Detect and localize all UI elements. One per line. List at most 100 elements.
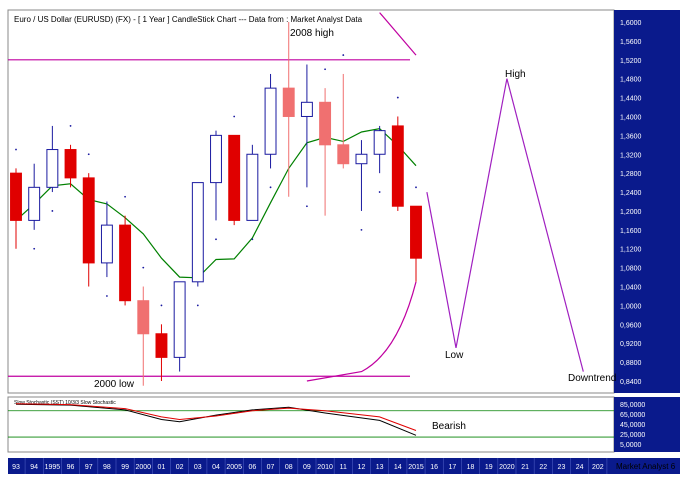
stochastic-tick-label: 85,0000 [620,402,645,409]
moving-average-line [15,127,417,279]
price-tick-label: 0,9600 [620,322,642,329]
sar-dots [15,54,417,307]
time-tick-label: 93 [12,464,20,471]
candle-body [319,101,332,146]
chart-title: Euro / US Dollar (EURUSD) (FX) - [ 1 Yea… [14,15,363,24]
price-tick-label: 1,3200 [620,152,642,159]
sar-dot [215,238,217,241]
time-tick-label: 22 [539,464,547,471]
time-tick-label: 07 [267,464,275,471]
price-tick-label: 1,5200 [620,58,642,65]
stochastic-tick-label: 65,0000 [620,412,645,419]
price-tick-label: 1,4000 [620,114,642,121]
time-axis-panel [8,458,680,474]
sar-dot [378,191,381,193]
candle-body [355,153,368,165]
time-tick-label: 2000 [135,464,151,471]
time-tick-label: 2010 [317,464,333,471]
sar-dot [124,195,126,198]
sar-dot [324,68,326,71]
sar-dot [69,125,72,127]
price-tick-label: 1,5600 [620,39,642,46]
time-tick-label: 24 [576,464,584,471]
time-tick-label: 17 [448,464,456,471]
time-tick-label: 18 [467,464,475,471]
annotation-2008-high: 2008 high [290,28,334,39]
price-tick-label: 1,0800 [620,266,642,273]
annotation-low: Low [445,350,464,361]
candle-body [173,281,186,358]
candle-body [100,224,113,264]
sar-dot [106,295,108,297]
sar-dot [196,304,199,307]
time-tick-label: 02 [176,464,184,471]
price-tick-label: 1,6000 [620,20,642,27]
sar-dot [396,96,399,99]
sar-dot [269,186,272,189]
time-tick-label: 2005 [226,464,242,471]
annotation-2000-low: 2000 low [94,379,135,390]
candle-body [210,134,222,184]
stochastic-lines [8,403,614,438]
stochastic-tick-label: 45,0000 [620,422,645,429]
time-axis-labels: 93 94 1995 96 97 98 99 2000 01 02 03 04 2005 06 07 08 09… [12,458,608,474]
stochastic-series-k [15,403,417,436]
time-tick-label: 1995 [45,464,61,471]
price-tick-label: 1,3600 [620,133,642,140]
candle-body [64,149,77,179]
time-tick-label: 98 [103,464,111,471]
sar-dot [233,115,236,118]
sar-dot [142,266,145,269]
brand-label: Market Analyst 6 [616,462,676,471]
price-axis-panel [614,10,680,393]
time-tick-label: 06 [248,464,256,471]
price-tick-label: 0,8800 [620,360,642,367]
candle-body [10,172,22,221]
sar-dot [15,148,17,151]
time-tick-label: 11 [340,464,347,471]
time-tick-label: 16 [430,464,438,471]
time-tick-label: 23 [558,464,566,471]
candle-body [46,149,59,188]
time-tick-label: 01 [158,464,166,471]
stochastic-panel-frame [7,396,615,453]
sar-dot [415,186,417,189]
price-tick-label: 1,0000 [620,303,642,310]
annotation-downtrend: Downtrend [568,373,616,384]
time-tick-label: 03 [194,464,202,471]
price-tick-label: 1,2400 [620,190,642,197]
candle-body [337,144,350,165]
time-tick-label: 08 [285,464,293,471]
annotation-bearish: Bearish [432,421,466,432]
sar-dot [87,153,90,156]
candle-body [391,125,404,207]
time-tick-label: 2020 [499,464,515,471]
time-tick-label: 202 [592,464,604,471]
time-tick-label: 19 [485,464,493,471]
candle-body [410,205,422,259]
sar-dot [360,228,363,231]
time-tick-label: 97 [85,464,93,471]
projection-line [426,78,584,372]
price-tick-label: 1,4800 [620,77,642,84]
sar-dot [51,210,54,212]
sar-dot [33,247,36,250]
stochastic-tick-label: 25,0000 [620,432,645,439]
candle-body [228,134,241,221]
candle-body [191,182,204,283]
price-tick-label: 1,2800 [620,171,642,178]
grid-layer [8,59,410,377]
time-tick-label: 99 [121,464,129,471]
price-tick-label: 1,0400 [620,285,642,292]
price-tick-label: 1,1200 [620,247,642,254]
sar-dot [306,205,308,208]
upper-band-line [379,12,417,56]
time-tick-label: 94 [30,464,38,471]
candles [10,22,422,386]
time-tick-label: 04 [212,464,220,471]
time-tick-label: 12 [358,464,366,471]
candle-body [119,224,132,302]
price-panel-frame [7,9,615,394]
